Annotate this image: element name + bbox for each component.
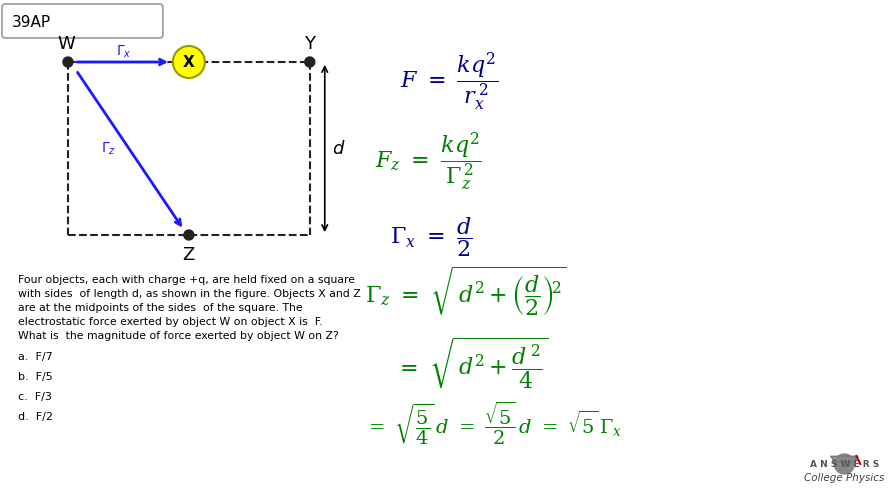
Text: $F_z\ =\ \dfrac{kq^2}{\Gamma_z^{\,2}}$: $F_z\ =\ \dfrac{kq^2}{\Gamma_z^{\,2}}$	[375, 130, 482, 193]
Text: d.  F/2: d. F/2	[18, 412, 53, 422]
Text: c.  F/3: c. F/3	[18, 392, 52, 402]
Text: a.  F/7: a. F/7	[18, 352, 53, 362]
Text: $\Gamma_z$: $\Gamma_z$	[101, 140, 116, 157]
FancyBboxPatch shape	[2, 4, 163, 38]
Text: College Physics: College Physics	[805, 473, 884, 483]
Text: $\Gamma_x$: $\Gamma_x$	[116, 44, 132, 60]
Text: $=\ \sqrt{\dfrac{5}{4}}\,d\ =\ \dfrac{\sqrt{5}}{2}\,d\ =\ \sqrt{5}\,\Gamma_x$: $=\ \sqrt{\dfrac{5}{4}}\,d\ =\ \dfrac{\s…	[365, 400, 622, 448]
Text: d: d	[332, 139, 343, 157]
Text: Y: Y	[305, 35, 315, 53]
Text: $\Gamma_z\ =\ \sqrt{\,d^2 + \left(\dfrac{d}{2}\right)^{\!2}}$: $\Gamma_z\ =\ \sqrt{\,d^2 + \left(\dfrac…	[365, 265, 566, 318]
Text: A N S W E R S: A N S W E R S	[810, 460, 879, 469]
Text: $F\ =\ \dfrac{kq^2}{r_x^{\,2}}$: $F\ =\ \dfrac{kq^2}{r_x^{\,2}}$	[400, 50, 498, 113]
Circle shape	[184, 230, 194, 240]
Text: b.  F/5: b. F/5	[18, 372, 53, 382]
Text: Z: Z	[183, 246, 195, 264]
Circle shape	[834, 454, 855, 474]
Text: $=\ \sqrt{\,d^2 + \dfrac{d^{\,2}}{4}}$: $=\ \sqrt{\,d^2 + \dfrac{d^{\,2}}{4}}$	[395, 335, 548, 390]
Text: 39AP: 39AP	[12, 15, 51, 30]
Text: Four objects, each with charge +q, are held fixed on a square
with sides  of len: Four objects, each with charge +q, are h…	[18, 275, 361, 341]
Text: X: X	[183, 54, 194, 69]
Text: W: W	[57, 35, 75, 53]
Circle shape	[63, 57, 73, 67]
Polygon shape	[831, 456, 858, 462]
Circle shape	[173, 46, 205, 78]
Text: $\Gamma_x\ =\ \dfrac{d}{2}$: $\Gamma_x\ =\ \dfrac{d}{2}$	[390, 215, 472, 259]
Circle shape	[305, 57, 314, 67]
